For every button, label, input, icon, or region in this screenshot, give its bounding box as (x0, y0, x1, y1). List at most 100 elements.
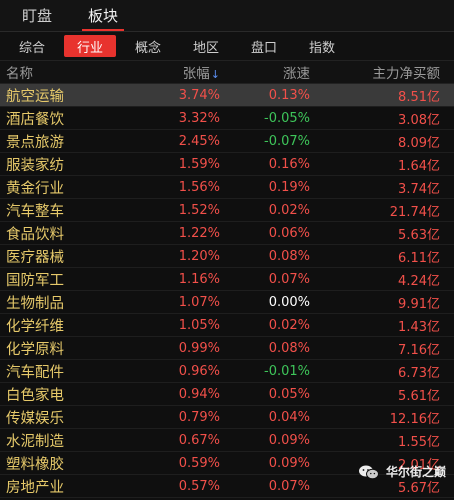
speed-value: 0.02% (268, 202, 310, 218)
table-row[interactable]: 塑料橡胶 0.59% 0.09% 2.01亿 (0, 452, 454, 475)
table-row[interactable]: 酒店餐饮 3.32% -0.05% 3.08亿 (0, 107, 454, 130)
speed-value: 0.09% (268, 455, 310, 471)
watermark: 华尔街之巅 (358, 463, 446, 480)
change-value: 1.07% (178, 294, 220, 310)
net-buy-value: 21.74亿 (389, 204, 440, 220)
change-value: 1.05% (178, 317, 220, 333)
sector-name: 房地产业 (6, 479, 64, 496)
speed-value: 0.09% (268, 432, 310, 448)
net-buy-value: 5.61亿 (398, 388, 440, 404)
net-buy-value: 1.64亿 (398, 158, 440, 174)
table-row[interactable]: 汽车整车 1.52% 0.02% 21.74亿 (0, 199, 454, 222)
table-row[interactable]: 水泥制造 0.67% 0.09% 1.55亿 (0, 429, 454, 452)
speed-value: 0.07% (268, 478, 310, 494)
table-row[interactable]: 医疗器械 1.20% 0.08% 6.11亿 (0, 245, 454, 268)
net-buy-value: 6.11亿 (398, 250, 440, 266)
table-row[interactable]: 白色家电 0.94% 0.05% 5.61亿 (0, 383, 454, 406)
sector-name: 酒店餐饮 (6, 111, 64, 128)
speed-value: 0.04% (268, 409, 310, 425)
sector-name: 白色家电 (6, 387, 64, 404)
speed-value: 0.06% (268, 225, 310, 241)
sector-list: 航空运输 3.74% 0.13% 8.51亿 酒店餐饮 3.32% -0.05% 3.08亿景… (0, 84, 454, 498)
change-value: 3.32% (178, 110, 220, 126)
table-row[interactable]: 化学纤维 1.05% 0.02% 1.43亿 (0, 314, 454, 337)
table-row[interactable]: 生物制品 1.07% 0.00% 9.91亿 (0, 291, 454, 314)
speed-value: 0.08% (268, 248, 310, 264)
table-row[interactable]: 汽车配件 0.96% -0.01% 6.73亿 (0, 360, 454, 383)
sector-name: 生物制品 (6, 295, 64, 312)
header-net-buy[interactable]: 主力净买额 (372, 66, 441, 82)
table-row[interactable]: 化学原料 0.99% 0.08% 7.16亿 (0, 337, 454, 360)
net-buy-value: 12.16亿 (389, 411, 440, 427)
filter-index[interactable]: 指数 (308, 40, 335, 56)
sector-name: 黄金行业 (6, 180, 64, 197)
filter-composite[interactable]: 综合 (18, 40, 45, 56)
filter-region[interactable]: 地区 (192, 40, 219, 56)
sector-name: 水泥制造 (6, 433, 64, 450)
change-value: 1.20% (178, 248, 220, 264)
watermark-text: 华尔街之巅 (385, 465, 446, 479)
change-value: 0.67% (178, 432, 220, 448)
table-row[interactable]: 传媒娱乐 0.79% 0.04% 12.16亿 (0, 406, 454, 429)
speed-value: 0.05% (268, 386, 310, 402)
sector-name: 化学原料 (6, 341, 64, 358)
filter-quote[interactable]: 盘口 (250, 40, 277, 56)
change-value: 1.56% (178, 179, 220, 195)
change-value: 0.59% (178, 455, 220, 471)
net-buy-value: 5.63亿 (398, 227, 440, 243)
sector-name: 国防军工 (6, 272, 64, 289)
table-row[interactable]: 航空运输 3.74% 0.13% 8.51亿 (0, 84, 454, 107)
wechat-icon (358, 465, 379, 479)
net-buy-value: 9.91亿 (398, 296, 440, 312)
speed-value: 0.08% (268, 340, 310, 356)
table-row[interactable]: 服装家纺 1.59% 0.16% 1.64亿 (0, 153, 454, 176)
speed-value: -0.07% (264, 133, 310, 149)
table-row[interactable]: 食品饮料 1.22% 0.06% 5.63亿 (0, 222, 454, 245)
header-speed[interactable]: 涨速 (283, 66, 310, 82)
speed-value: 0.19% (268, 179, 310, 195)
sector-name: 化学纤维 (6, 318, 64, 335)
sector-name: 汽车整车 (6, 203, 64, 220)
change-value: 0.94% (178, 386, 220, 402)
tab-watchlist[interactable]: 盯盘 (21, 7, 52, 25)
change-value: 1.22% (178, 225, 220, 241)
filter-bar: 综合 行业 概念 地区 盘口 指数 (0, 32, 454, 60)
change-value: 0.79% (178, 409, 220, 425)
change-value: 1.59% (178, 156, 220, 172)
speed-value: -0.01% (264, 363, 310, 379)
net-buy-value: 8.09亿 (398, 135, 440, 151)
header-name[interactable]: 名称 (6, 66, 33, 82)
net-buy-value: 6.73亿 (398, 365, 440, 381)
net-buy-value: 5.67亿 (398, 480, 440, 496)
table-row[interactable]: 房地产业 0.57% 0.07% 5.67亿 (0, 475, 454, 498)
table-row[interactable]: 景点旅游 2.45% -0.07% 8.09亿 (0, 130, 454, 153)
filter-concept[interactable]: 概念 (134, 40, 161, 56)
table-row[interactable]: 国防军工 1.16% 0.07% 4.24亿 (0, 268, 454, 291)
speed-value: -0.05% (264, 110, 310, 126)
sector-name: 服装家纺 (6, 157, 64, 174)
net-buy-value: 3.74亿 (398, 181, 440, 197)
speed-value: 0.02% (268, 317, 310, 333)
speed-value: 0.16% (268, 156, 310, 172)
net-buy-value: 2.01亿 (398, 457, 440, 473)
net-buy-value: 3.08亿 (398, 112, 440, 128)
sector-name: 传媒娱乐 (6, 410, 64, 427)
sector-name: 汽车配件 (6, 364, 64, 381)
header-change-label: 张幅 (182, 66, 210, 82)
sector-name: 塑料橡胶 (6, 456, 64, 473)
net-buy-value: 8.51亿 (398, 89, 440, 105)
table-header: 名称 张幅↓ 涨速 主力净买额 (0, 60, 454, 84)
speed-value: 0.00% (268, 294, 310, 310)
header-change[interactable]: 张幅↓ (150, 62, 220, 82)
net-buy-value: 1.55亿 (398, 434, 440, 450)
sector-name: 航空运输 (6, 88, 64, 105)
sector-name: 食品饮料 (6, 226, 64, 243)
sort-descending-icon: ↓ (210, 68, 220, 81)
tab-sectors[interactable]: 板块 (70, 0, 136, 31)
filter-industry[interactable]: 行业 (64, 35, 116, 57)
change-value: 2.45% (178, 133, 220, 149)
net-buy-value: 7.16亿 (398, 342, 440, 358)
table-row[interactable]: 黄金行业 1.56% 0.19% 3.74亿 (0, 176, 454, 199)
change-value: 3.74% (178, 87, 220, 103)
net-buy-value: 4.24亿 (398, 273, 440, 289)
